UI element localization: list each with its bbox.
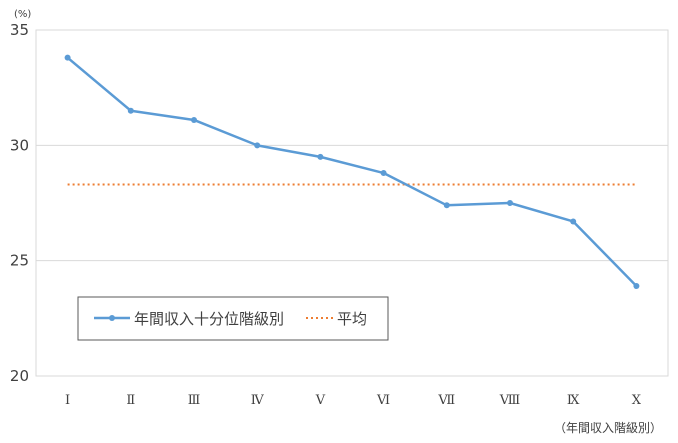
series-layer — [64, 54, 640, 290]
x-tick-label: Ⅲ — [188, 393, 201, 408]
plot-frame — [35, 29, 669, 377]
x-tick-label: Ⅴ — [315, 393, 326, 408]
x-tick-label: Ⅵ — [376, 393, 390, 408]
x-tick-label: Ⅳ — [251, 393, 265, 408]
legend-series-label: 年間収入十分位階級別 — [134, 310, 284, 328]
data-point — [254, 142, 261, 149]
data-point — [191, 116, 197, 123]
y-tick-label: 30 — [10, 136, 29, 154]
x-tick-label: Ⅰ — [65, 393, 70, 408]
data-point — [633, 283, 640, 290]
legend-average-label: 平均 — [337, 310, 367, 328]
y-axis-ticks: 20 25 30 35 — [10, 21, 29, 385]
x-axis-ticks: Ⅰ Ⅱ Ⅲ Ⅳ Ⅴ Ⅵ Ⅶ Ⅷ Ⅸ Ⅹ — [65, 393, 642, 408]
x-tick-label: Ⅷ — [499, 393, 520, 408]
x-tick-label: Ⅸ — [567, 393, 580, 408]
legend: 年間収入十分位階級別 平均 — [77, 296, 389, 341]
y-unit-label: (%) — [14, 9, 31, 20]
data-point — [443, 202, 450, 209]
legend-series-marker — [109, 315, 115, 321]
y-tick-label: 20 — [10, 367, 29, 385]
data-point — [507, 200, 513, 206]
data-point — [380, 170, 387, 177]
series-line — [66, 56, 638, 287]
data-point — [127, 107, 134, 114]
y-tick-label: 25 — [10, 252, 29, 270]
x-tick-label: Ⅹ — [632, 393, 642, 408]
gridlines — [36, 144, 668, 262]
x-tick-label: Ⅱ — [126, 393, 135, 408]
data-point — [64, 54, 71, 61]
x-axis-title: （年間収入階級別） — [554, 420, 662, 435]
y-tick-label: 35 — [10, 21, 29, 39]
data-point — [570, 218, 577, 225]
data-point — [317, 153, 324, 160]
x-tick-label: Ⅶ — [437, 393, 455, 408]
